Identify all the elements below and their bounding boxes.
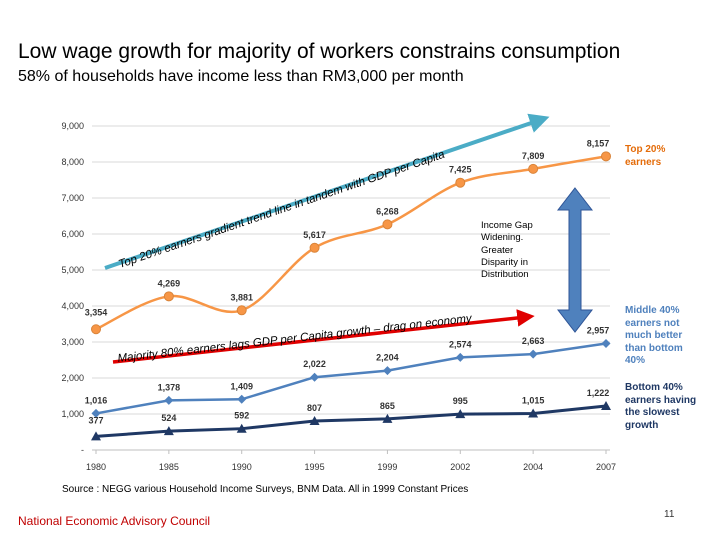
data-point: [91, 431, 101, 441]
gap-line: Greater: [481, 244, 514, 256]
data-point: [455, 177, 466, 188]
data-point: [163, 426, 174, 436]
gap-line: Distribution: [481, 269, 529, 281]
data-label: 2,663: [522, 336, 545, 346]
data-point: [455, 352, 465, 362]
income-gap-double-arrow: [556, 187, 594, 333]
x-tick-label: 1995: [305, 462, 325, 472]
data-point: [163, 291, 174, 302]
note-line: 40%: [625, 355, 646, 366]
bottom-40-label: Bottom 40% earners having the slowest gr…: [625, 382, 696, 432]
note-line: Bottom 40%: [625, 382, 683, 393]
data-point: [309, 415, 320, 425]
note-line: much better: [625, 330, 683, 341]
data-point: [601, 151, 611, 162]
data-label: 7,425: [449, 165, 472, 175]
x-tick-label: 2004: [523, 462, 543, 472]
data-point: [310, 372, 320, 382]
data-point: [528, 408, 539, 418]
data-label: 1,222: [587, 388, 610, 398]
income-gap-note: Income Gap Widening. Greater Disparity i…: [481, 220, 571, 281]
top-20-label: Top 20% earners: [625, 144, 665, 169]
data-point: [382, 413, 393, 423]
data-point: [91, 324, 101, 335]
y-tick-label: 7,000: [61, 193, 84, 203]
y-tick-label: 6,000: [61, 229, 84, 239]
x-tick-label: 1980: [86, 462, 106, 472]
note-line: Middle 40%: [625, 305, 680, 316]
y-tick-label: 8,000: [61, 157, 84, 167]
data-point: [528, 349, 538, 359]
data-point: [236, 423, 247, 433]
data-label: 524: [161, 413, 176, 423]
data-label: 995: [453, 396, 468, 406]
data-point: [601, 339, 611, 349]
gap-line: Disparity in: [481, 256, 528, 268]
data-label: 4,269: [158, 278, 181, 288]
note-line: earners: [625, 156, 662, 168]
data-label: 1,015: [522, 395, 545, 405]
x-tick-label: 1990: [232, 462, 252, 472]
note-line: growth: [625, 419, 659, 431]
y-tick-label: -: [81, 445, 84, 455]
gap-line: Widening.: [481, 232, 524, 244]
data-label: 5,617: [303, 230, 326, 240]
slide-subtitle: 58% of households have income less than …: [18, 68, 464, 85]
note-line: earners having: [625, 394, 697, 406]
majority-trend-label: Majority 80% earners lags GDP per Capita…: [117, 313, 474, 365]
middle-40-label: Middle 40% earners not much better than …: [625, 305, 683, 368]
y-tick-label: 5,000: [61, 265, 84, 275]
y-tick-label: 3,000: [61, 337, 84, 347]
data-label: 1,409: [230, 381, 253, 391]
page-number: 11: [664, 509, 675, 520]
y-tick-label: 1,000: [61, 409, 84, 419]
data-label: 865: [380, 401, 395, 411]
gap-line: Income Gap: [481, 220, 533, 231]
series-line-bottom40: [95, 404, 607, 438]
data-label: 807: [307, 403, 322, 413]
data-label: 2,957: [587, 326, 610, 336]
series-line-middle40: [95, 342, 607, 415]
x-tick-label: 2007: [596, 462, 616, 472]
data-label: 6,268: [376, 206, 399, 216]
data-point: [382, 366, 392, 376]
data-label: 1,378: [158, 382, 181, 392]
data-label: 2,022: [303, 359, 326, 369]
x-tick-label: 2002: [450, 462, 470, 472]
source-note: Source : NEGG various Household Income S…: [62, 484, 469, 495]
note-line: the slowest: [625, 407, 680, 418]
data-label: 377: [88, 415, 103, 425]
note-line: than bottom: [625, 342, 683, 354]
y-tick-label: 2,000: [61, 373, 84, 383]
data-label: 8,157: [587, 138, 610, 148]
data-label: 3,354: [85, 307, 108, 317]
x-tick-label: 1999: [377, 462, 397, 472]
y-tick-label: 9,000: [61, 121, 84, 131]
data-label: 3,881: [230, 292, 253, 302]
note-line: earners not: [625, 317, 680, 329]
data-label: 7,809: [522, 151, 545, 161]
data-label: 1,016: [85, 395, 108, 405]
x-tick-label: 1985: [159, 462, 179, 472]
footer-org: National Economic Advisory Council: [18, 514, 211, 528]
note-line: Top 20%: [625, 144, 666, 155]
data-point: [236, 305, 247, 316]
data-label: 592: [234, 411, 249, 421]
top-trend-arrow: [104, 113, 550, 270]
data-point: [309, 242, 320, 253]
data-point: [382, 219, 393, 230]
majority-trend-arrow: [112, 309, 535, 364]
data-point: [528, 163, 539, 174]
slide-title: Low wage growth for majority of workers …: [18, 40, 621, 63]
data-point: [601, 401, 611, 411]
data-point: [455, 409, 466, 419]
y-tick-label: 4,000: [61, 301, 84, 311]
data-label: 2,204: [376, 353, 399, 363]
data-label: 2,574: [449, 339, 472, 349]
data-point: [237, 394, 247, 404]
data-point: [91, 408, 101, 418]
data-point: [164, 395, 174, 405]
